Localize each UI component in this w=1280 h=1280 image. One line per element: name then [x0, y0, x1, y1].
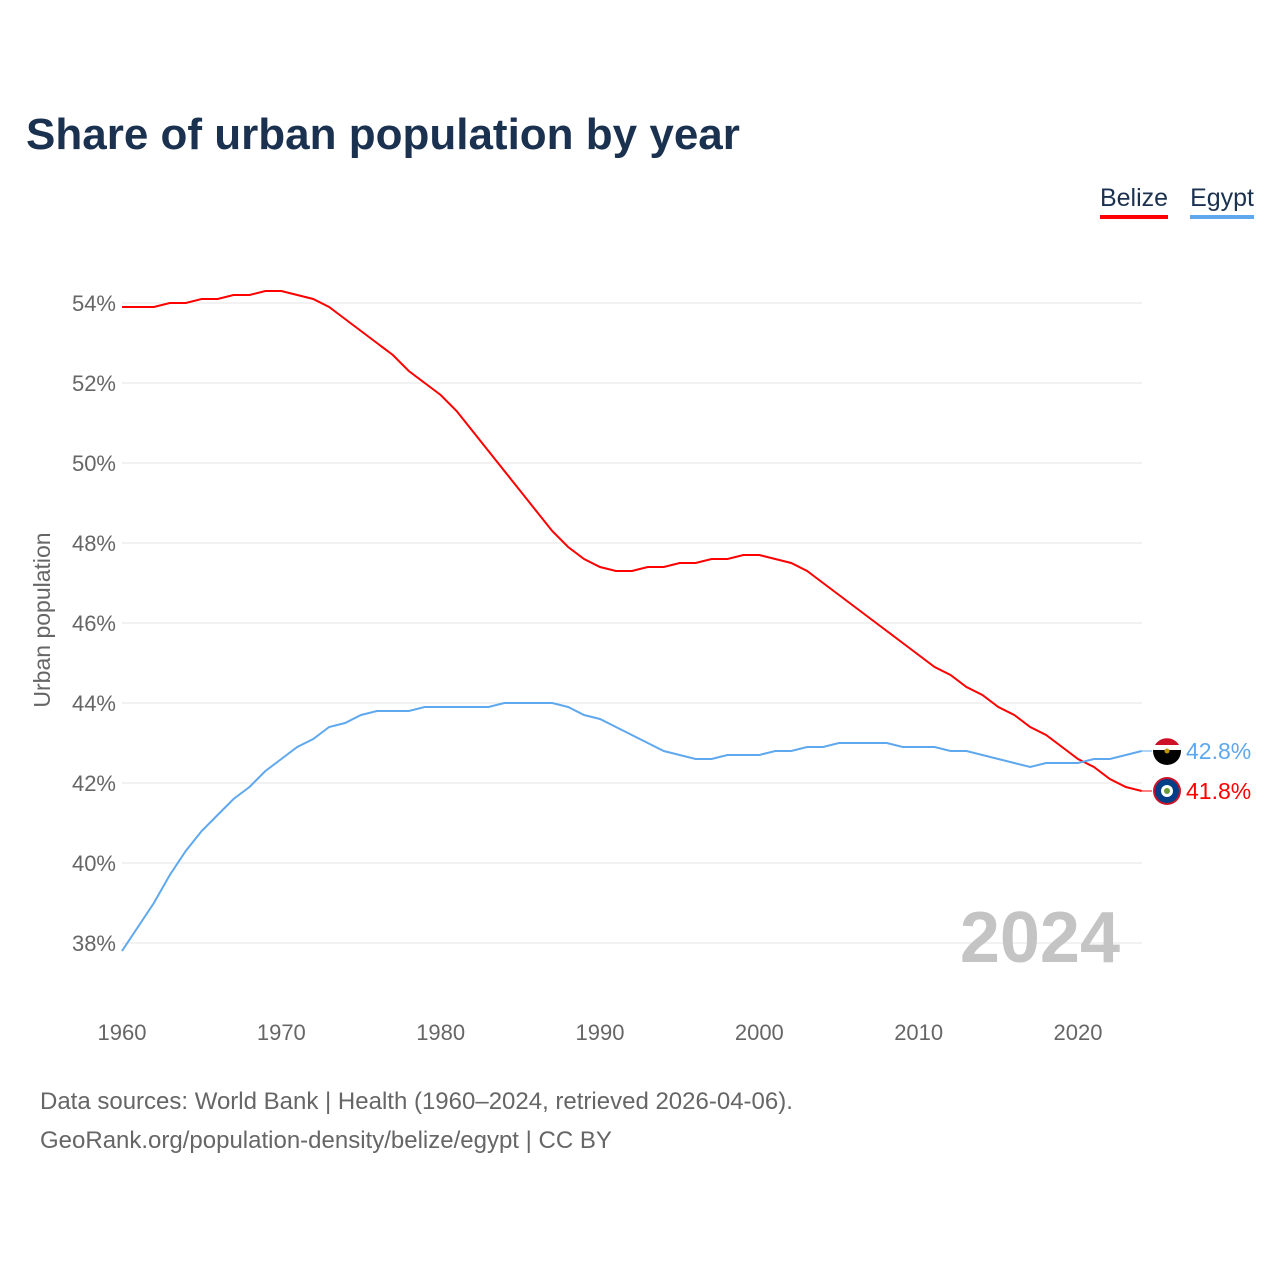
legend-egypt[interactable]: Egypt: [1190, 184, 1254, 219]
y-tick-label: 54%: [72, 291, 116, 316]
series-line-egypt: [121, 702, 1142, 952]
source-text: Data sources: World Bank | Health (1960–…: [40, 1088, 793, 1115]
y-tick-label: 38%: [72, 931, 116, 956]
year-watermark: 2024: [960, 898, 1120, 978]
flag-belize-emblem-center: [1164, 788, 1170, 794]
x-tick-label: 1980: [416, 1020, 465, 1045]
end-value-label-egypt: 42.8%: [1186, 738, 1251, 764]
x-tick-label: 2000: [735, 1020, 784, 1045]
y-tick-label: 42%: [72, 771, 116, 796]
y-tick-label: 52%: [72, 371, 116, 396]
y-tick-label: 48%: [72, 531, 116, 556]
y-tick-label: 44%: [72, 691, 116, 716]
source-link[interactable]: GeoRank.org/population-density/belize/eg…: [40, 1127, 612, 1154]
end-value-label-belize: 41.8%: [1186, 778, 1251, 804]
flag-egypt-red: [1155, 738, 1179, 745]
x-tick-label: 2010: [894, 1020, 943, 1045]
flag-egypt-eagle: [1164, 748, 1170, 754]
x-tick-label: 1970: [257, 1020, 306, 1045]
y-tick-label: 46%: [72, 611, 116, 636]
legend: Belize Egypt: [1099, 184, 1254, 219]
y-axis-label: Urban population: [29, 532, 55, 707]
x-tick-label: 2020: [1054, 1020, 1103, 1045]
chart-title: Share of urban population by year: [26, 110, 740, 159]
legend-belize[interactable]: Belize: [1099, 184, 1169, 219]
x-tick-label: 1990: [576, 1020, 625, 1045]
y-tick-label: 40%: [72, 851, 116, 876]
y-tick-label: 50%: [72, 451, 116, 476]
x-tick-label: 1960: [98, 1020, 147, 1045]
series-line-belize: [122, 290, 1142, 792]
